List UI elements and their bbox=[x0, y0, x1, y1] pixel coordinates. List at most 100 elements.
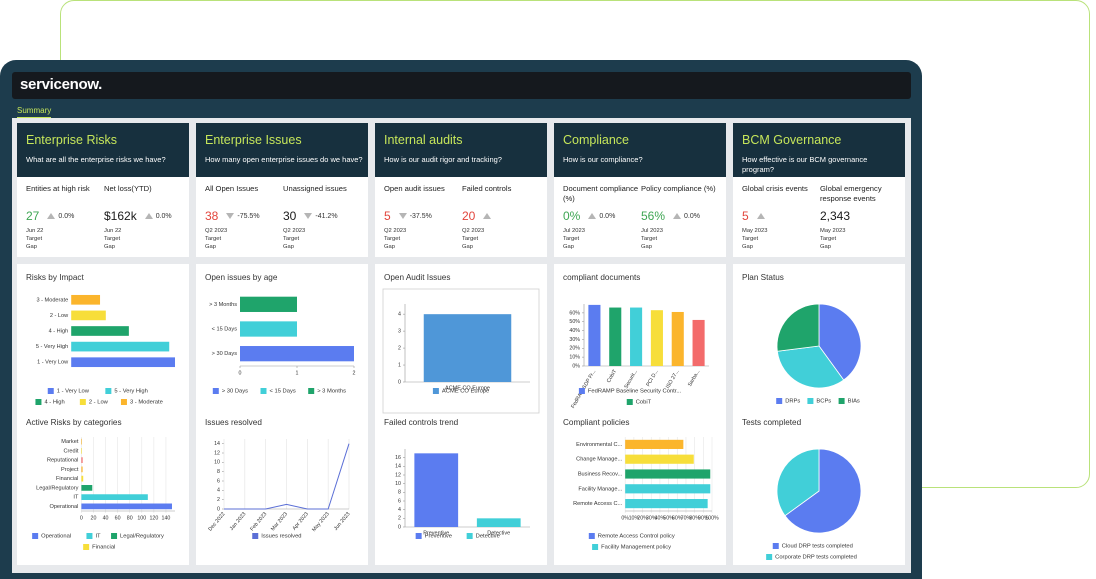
y-tick-label: 8 bbox=[398, 490, 401, 496]
x-tick-label: 0 bbox=[80, 515, 83, 521]
y-tick-label: 30% bbox=[569, 337, 580, 343]
legend-label: Corporate DRP tests completed bbox=[775, 555, 857, 561]
x-tick-label: 40% bbox=[655, 515, 666, 521]
x-tick-label: 100% bbox=[705, 515, 719, 521]
x-tick-label: 2 bbox=[353, 370, 356, 376]
legend-swatch bbox=[807, 398, 814, 404]
trend-icon bbox=[756, 213, 765, 219]
bar bbox=[81, 438, 83, 445]
x-tick-label: 70% bbox=[681, 515, 692, 521]
legend-label: > 3 Months bbox=[317, 389, 346, 395]
pie-slice bbox=[776, 448, 820, 517]
y-tick-label: 12 bbox=[395, 472, 401, 478]
x-tick-label: Apr 2023 bbox=[292, 511, 310, 531]
chart-title: Failed controls trend bbox=[384, 418, 459, 427]
legend-label: Operational bbox=[41, 534, 71, 540]
x-tick-label: PCI D... bbox=[645, 369, 659, 388]
kpi-card: Internal audits How is our audit rigor an… bbox=[375, 123, 547, 257]
y-tick-label: 2 bbox=[398, 345, 401, 351]
bar bbox=[81, 494, 148, 500]
legend-swatch bbox=[86, 533, 93, 539]
y-tick-label: 4 bbox=[398, 312, 401, 318]
tab[interactable]: Summary bbox=[17, 106, 52, 118]
legend-label: < 15 Days bbox=[270, 389, 296, 395]
chart-title: Issues resolved bbox=[205, 418, 262, 427]
kpi-value: 5 bbox=[384, 209, 391, 223]
chart-title: Tests completed bbox=[742, 418, 802, 427]
chart-title: Risks by Impact bbox=[26, 273, 85, 282]
pie-slice bbox=[776, 345, 845, 389]
bar bbox=[625, 469, 711, 479]
trend-icon bbox=[483, 213, 492, 219]
legend-swatch bbox=[111, 533, 118, 539]
category-label: < 15 Days bbox=[212, 326, 238, 332]
legend-label: Facility Management policy bbox=[601, 545, 671, 551]
legend-swatch bbox=[120, 399, 127, 405]
kpi-label: All Open Issues bbox=[205, 184, 259, 193]
logo[interactable]: servicenow. bbox=[20, 76, 103, 93]
chart-title: Active Risks by categories bbox=[26, 418, 122, 427]
kpi-footer: Gap bbox=[742, 244, 753, 250]
kpi-card: BCM Governance How effective is our BCM g… bbox=[733, 123, 905, 257]
y-tick-label: 4 bbox=[398, 507, 401, 513]
trend-icon bbox=[144, 213, 153, 219]
chart-box bbox=[382, 288, 540, 414]
legend-swatch bbox=[308, 388, 315, 394]
x-tick-label: Sarba... bbox=[687, 369, 701, 388]
bar bbox=[671, 311, 684, 366]
bar bbox=[71, 341, 170, 352]
category-label: 2 - Low bbox=[50, 313, 69, 319]
category-label: > 3 Months bbox=[209, 302, 237, 308]
kpi-footer: Gap bbox=[205, 244, 216, 250]
kpi-footer: Target bbox=[283, 236, 300, 242]
kpi-value: 20 bbox=[462, 209, 476, 223]
kpi-row: 38 -75.5% bbox=[205, 209, 260, 223]
category-label: 5 - Very High bbox=[36, 344, 68, 350]
y-tick-label: 3 bbox=[398, 329, 401, 335]
category-label: > 30 Days bbox=[212, 351, 238, 357]
kpi-label: Open audit issues bbox=[384, 184, 445, 193]
y-tick-label: 2 bbox=[217, 497, 220, 503]
x-tick-label: Mar 2023 bbox=[270, 511, 289, 532]
legend-label: Detective bbox=[476, 534, 500, 540]
legend-swatch bbox=[252, 533, 259, 539]
trend-icon bbox=[588, 213, 597, 219]
category-label: Operational bbox=[49, 504, 78, 510]
category-label: Reputational bbox=[47, 458, 78, 464]
bar bbox=[240, 346, 354, 362]
bar bbox=[71, 326, 129, 336]
y-tick-label: 14 bbox=[395, 464, 401, 470]
kpi-footer: Gap bbox=[563, 244, 574, 250]
legend-swatch bbox=[35, 399, 42, 405]
chart-panel bbox=[196, 264, 368, 565]
kpi-footer: Gap bbox=[283, 244, 294, 250]
y-tick-label: 14 bbox=[214, 441, 220, 447]
kpi-footer: Q2 2023 bbox=[384, 228, 407, 234]
legend-label: CobiT bbox=[636, 400, 652, 406]
x-tick-label: Securit... bbox=[623, 369, 639, 390]
bar bbox=[625, 499, 708, 509]
x-tick-label: 80% bbox=[689, 515, 700, 521]
category-label: Project bbox=[61, 467, 79, 473]
chart-title: Plan Status bbox=[742, 273, 784, 282]
y-tick-label: 8 bbox=[217, 469, 220, 475]
card-header: Enterprise Issues How many open enterpris… bbox=[196, 123, 368, 177]
card-title: Enterprise Issues bbox=[205, 133, 302, 147]
y-tick-label: 16 bbox=[395, 455, 401, 461]
legend-swatch bbox=[415, 533, 422, 539]
legend-swatch bbox=[83, 544, 90, 550]
y-tick-label: 0% bbox=[572, 363, 580, 369]
x-tick-label: ISO 27... bbox=[665, 369, 681, 390]
x-tick-label: CobiT bbox=[606, 368, 619, 384]
x-tick-label: Preventive bbox=[423, 530, 449, 536]
top-bar bbox=[12, 72, 911, 99]
kpi-value: 0% bbox=[563, 209, 581, 223]
bar bbox=[625, 439, 684, 449]
bar bbox=[81, 466, 83, 473]
bar bbox=[625, 454, 694, 464]
legend-label: Preventive bbox=[425, 534, 452, 540]
legend-swatch bbox=[32, 533, 39, 539]
kpi-value: $162k bbox=[104, 209, 137, 223]
legend-swatch bbox=[776, 398, 783, 404]
y-tick-label: 0 bbox=[398, 379, 401, 385]
